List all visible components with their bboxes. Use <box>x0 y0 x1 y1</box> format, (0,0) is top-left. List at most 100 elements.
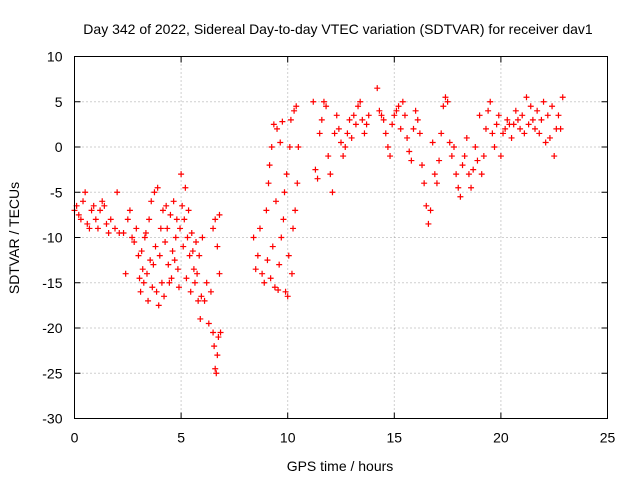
x-tick-label: 15 <box>387 430 403 446</box>
data-point <box>521 130 528 137</box>
data-point <box>340 153 347 160</box>
data-point <box>500 130 507 137</box>
data-point <box>523 94 530 101</box>
data-point <box>175 284 182 291</box>
data-point <box>158 279 165 286</box>
data-point <box>124 216 131 223</box>
data-point <box>404 134 411 141</box>
data-point <box>164 225 171 232</box>
data-point <box>250 234 257 241</box>
data-point <box>161 293 168 300</box>
data-point <box>268 144 275 150</box>
data-point <box>425 220 432 227</box>
data-point <box>320 98 327 105</box>
data-point <box>559 94 566 101</box>
data-point <box>80 198 87 205</box>
plot-frame <box>74 56 608 419</box>
data-point <box>77 216 84 223</box>
x-tick-label: 5 <box>177 430 185 446</box>
data-point <box>395 103 402 110</box>
data-point <box>188 229 195 236</box>
data-point <box>421 180 428 187</box>
data-point <box>489 130 496 137</box>
data-point <box>216 211 223 218</box>
data-point <box>277 139 284 146</box>
data-point <box>476 112 483 119</box>
data-point <box>140 279 147 286</box>
data-point <box>431 171 438 178</box>
data-point <box>122 270 129 277</box>
data-point <box>146 216 153 223</box>
data-point <box>256 225 263 232</box>
data-point <box>196 252 203 259</box>
data-point <box>493 121 500 128</box>
data-point <box>536 130 543 137</box>
data-point <box>154 184 161 191</box>
data-point <box>210 329 217 336</box>
data-point <box>325 153 332 160</box>
data-point <box>131 239 138 246</box>
data-point <box>427 207 434 214</box>
data-point <box>538 116 545 123</box>
data-point <box>331 130 338 137</box>
data-point <box>287 116 294 123</box>
y-tick-label: 5 <box>55 94 63 110</box>
data-point <box>529 116 536 123</box>
data-point <box>472 144 479 150</box>
data-point <box>86 225 93 232</box>
x-tick-label: 25 <box>600 430 616 446</box>
data-point <box>401 112 408 119</box>
data-point <box>510 121 517 128</box>
data-point <box>468 184 475 191</box>
data-point <box>393 107 400 114</box>
data-point <box>542 139 549 146</box>
data-point <box>210 225 217 232</box>
data-point <box>323 103 330 110</box>
data-point <box>342 144 349 150</box>
data-point <box>281 189 288 196</box>
data-point <box>259 270 266 277</box>
data-point <box>185 207 192 214</box>
data-point <box>163 202 170 209</box>
data-point <box>282 288 289 295</box>
data-point <box>487 98 494 105</box>
data-point <box>169 248 176 255</box>
data-point <box>497 153 504 160</box>
data-point <box>504 116 511 123</box>
y-tick-label: 0 <box>55 139 63 155</box>
data-point <box>264 257 271 264</box>
data-point <box>387 153 394 160</box>
data-point <box>416 130 423 137</box>
data-point <box>271 284 278 291</box>
data-point <box>423 202 430 209</box>
y-tick-label: -30 <box>42 411 62 427</box>
data-point <box>168 275 175 282</box>
data-point <box>344 130 351 137</box>
data-point <box>157 225 164 232</box>
data-point <box>174 266 181 273</box>
x-axis-label: GPS time / hours <box>287 458 394 474</box>
data-point <box>179 202 186 209</box>
y-tick-label: -25 <box>42 365 62 381</box>
data-point <box>453 171 460 178</box>
data-point <box>359 116 366 123</box>
data-point <box>145 297 152 304</box>
data-point <box>187 288 194 295</box>
data-point <box>540 98 547 105</box>
data-point <box>266 162 273 169</box>
y-tick-label: -10 <box>42 230 62 246</box>
data-point <box>212 216 219 223</box>
data-point <box>214 243 221 250</box>
data-point <box>155 302 162 309</box>
data-point <box>186 252 193 259</box>
data-point <box>338 139 344 146</box>
data-point <box>97 207 104 214</box>
data-point <box>355 103 362 110</box>
data-point <box>514 116 521 123</box>
data-point <box>197 315 204 322</box>
data-point <box>190 266 197 273</box>
chart-title: Day 342 of 2022, Sidereal Day-to-day VTE… <box>83 21 593 37</box>
data-point <box>485 107 492 114</box>
data-point <box>152 243 159 250</box>
